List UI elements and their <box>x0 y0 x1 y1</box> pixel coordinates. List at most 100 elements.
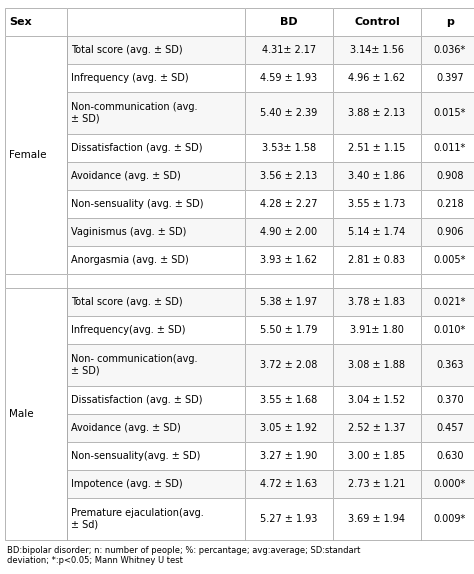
Text: 4.28 ± 2.27: 4.28 ± 2.27 <box>260 199 318 209</box>
Text: Non- communication(avg.
± SD): Non- communication(avg. ± SD) <box>71 354 198 376</box>
Text: 0.009*: 0.009* <box>434 514 466 524</box>
Text: 3.93 ± 1.62: 3.93 ± 1.62 <box>260 255 318 265</box>
Bar <box>245 344 333 386</box>
Text: 0.011*: 0.011* <box>434 143 466 153</box>
Bar <box>421 8 474 36</box>
Text: Female: Female <box>9 150 46 160</box>
Text: Non-communication (avg.
± SD): Non-communication (avg. ± SD) <box>71 102 198 124</box>
Text: 0.000*: 0.000* <box>434 479 466 489</box>
Bar <box>67 36 245 64</box>
Text: BD: BD <box>280 17 298 27</box>
Bar <box>421 316 474 344</box>
Bar <box>245 414 333 442</box>
Text: 0.906: 0.906 <box>436 227 464 237</box>
Bar <box>245 218 333 246</box>
Bar <box>245 8 333 36</box>
Bar <box>333 344 421 386</box>
Bar <box>421 498 474 540</box>
Text: 4.96 ± 1.62: 4.96 ± 1.62 <box>348 73 406 83</box>
Text: 3.00 ± 1.85: 3.00 ± 1.85 <box>348 451 406 461</box>
Text: 2.52 ± 1.37: 2.52 ± 1.37 <box>348 423 406 433</box>
Bar <box>245 498 333 540</box>
Bar <box>67 498 245 540</box>
Bar <box>245 274 333 288</box>
Text: Avoidance (avg. ± SD): Avoidance (avg. ± SD) <box>71 171 181 181</box>
Bar <box>333 190 421 218</box>
Bar <box>67 414 245 442</box>
Bar <box>333 414 421 442</box>
Bar <box>333 414 421 442</box>
Bar <box>333 498 421 540</box>
Bar <box>333 470 421 498</box>
Text: Impotence (avg. ± SD): Impotence (avg. ± SD) <box>71 479 182 489</box>
Bar <box>245 288 333 316</box>
Bar <box>67 414 245 442</box>
Text: Sex: Sex <box>9 17 32 27</box>
Bar <box>67 134 245 162</box>
Bar <box>421 442 474 470</box>
Text: Infrequency(avg. ± SD): Infrequency(avg. ± SD) <box>71 325 185 335</box>
Bar <box>245 64 333 92</box>
Bar <box>67 470 245 498</box>
Bar <box>421 64 474 92</box>
Text: Dissatisfaction (avg. ± SD): Dissatisfaction (avg. ± SD) <box>71 395 202 405</box>
Bar <box>245 246 333 274</box>
Bar <box>245 134 333 162</box>
Bar <box>245 386 333 414</box>
Bar <box>245 190 333 218</box>
Bar <box>333 190 421 218</box>
Bar <box>5 274 67 288</box>
Bar <box>245 344 333 386</box>
Bar <box>333 218 421 246</box>
Text: Vaginismus (avg. ± SD): Vaginismus (avg. ± SD) <box>71 227 186 237</box>
Bar <box>5 274 67 288</box>
Bar <box>245 36 333 64</box>
Bar <box>67 218 245 246</box>
Text: 0.908: 0.908 <box>436 171 464 181</box>
Bar <box>333 386 421 414</box>
Bar <box>67 386 245 414</box>
Bar <box>421 218 474 246</box>
Bar <box>421 442 474 470</box>
Bar <box>245 246 333 274</box>
Bar <box>421 64 474 92</box>
Bar <box>421 470 474 498</box>
Text: 3.72 ± 2.08: 3.72 ± 2.08 <box>260 360 318 370</box>
Text: 0.021*: 0.021* <box>434 297 466 307</box>
Bar <box>421 92 474 134</box>
Bar <box>245 470 333 498</box>
Bar <box>421 498 474 540</box>
Bar <box>67 190 245 218</box>
Bar <box>421 92 474 134</box>
Bar <box>333 218 421 246</box>
Bar <box>67 344 245 386</box>
Bar <box>245 162 333 190</box>
Bar <box>421 274 474 288</box>
Bar <box>67 134 245 162</box>
Bar <box>67 470 245 498</box>
Text: 5.50 ± 1.79: 5.50 ± 1.79 <box>260 325 318 335</box>
Bar <box>245 134 333 162</box>
Bar <box>245 92 333 134</box>
Text: p: p <box>446 17 454 27</box>
Bar <box>5 288 67 540</box>
Bar <box>67 498 245 540</box>
Bar <box>421 36 474 64</box>
Bar <box>245 92 333 134</box>
Text: 2.81 ± 0.83: 2.81 ± 0.83 <box>348 255 406 265</box>
Bar <box>245 162 333 190</box>
Text: 3.55 ± 1.73: 3.55 ± 1.73 <box>348 199 406 209</box>
Bar <box>67 64 245 92</box>
Bar <box>421 274 474 288</box>
Bar <box>67 344 245 386</box>
Bar <box>5 36 67 274</box>
Bar <box>333 64 421 92</box>
Text: 3.53± 1.58: 3.53± 1.58 <box>262 143 316 153</box>
Text: 0.010*: 0.010* <box>434 325 466 335</box>
Bar <box>245 498 333 540</box>
Bar <box>421 36 474 64</box>
Text: 3.14± 1.56: 3.14± 1.56 <box>350 45 404 55</box>
Bar <box>245 36 333 64</box>
Bar <box>421 414 474 442</box>
Bar <box>333 36 421 64</box>
